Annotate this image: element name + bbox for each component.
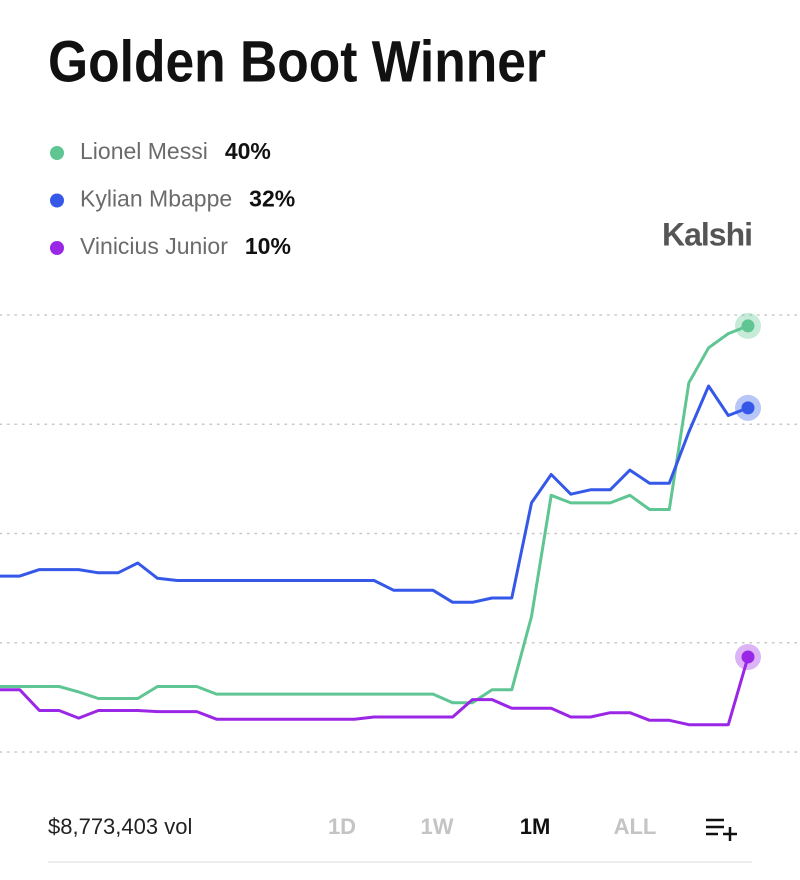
range-button[interactable]: 1D [328, 814, 356, 839]
range-button[interactable]: ALL [614, 814, 657, 839]
legend-dot [50, 146, 64, 160]
range-button[interactable]: 1M [520, 814, 551, 839]
brand: Kalshi [662, 216, 752, 252]
series-line [0, 384, 749, 604]
series-line [0, 656, 750, 727]
legend-value: 40% [225, 138, 271, 164]
range-button[interactable]: 1W [421, 814, 454, 839]
legend-value: 32% [249, 186, 295, 212]
end-dot [741, 650, 755, 664]
end-dot [741, 401, 755, 415]
chart-title: Golden Boot Winner [48, 29, 546, 94]
legend-dot [50, 241, 64, 255]
legend-dot [50, 193, 64, 208]
legend-label: Kylian Mbappe [80, 186, 232, 212]
legend-label: Lionel Messi [80, 138, 208, 164]
volume: $8,773,403 vol [48, 814, 192, 839]
legend-value: 10% [245, 233, 291, 259]
end-dot [741, 319, 755, 333]
legend-label: Vinicius Junior [80, 233, 228, 259]
series-line [0, 324, 749, 705]
range-filter-icon[interactable] [706, 818, 737, 841]
